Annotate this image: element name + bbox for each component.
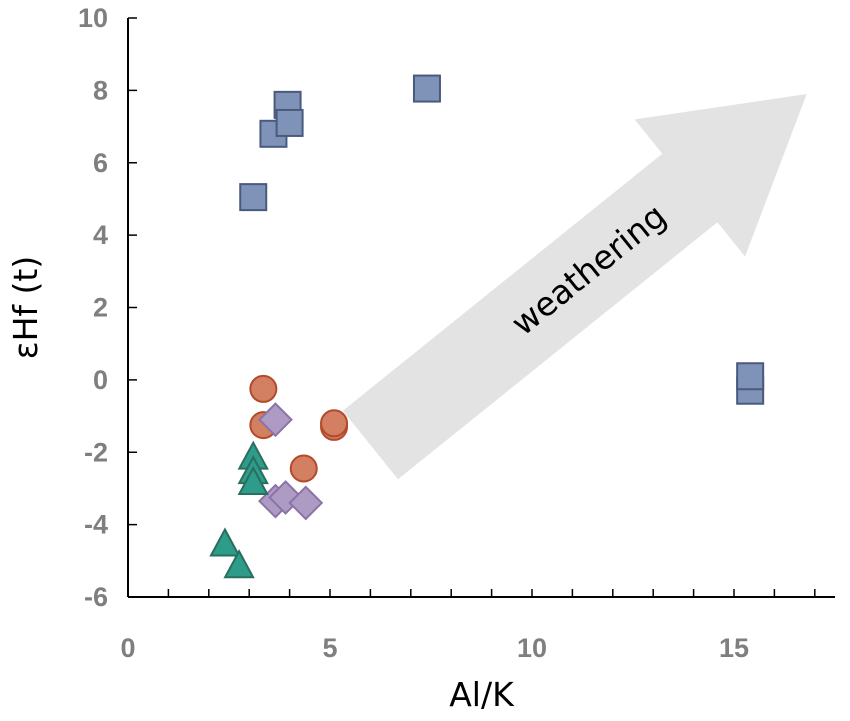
tick-labels: 0 5 10 15 -6 -4 -2 0 2 4 6 8 10: [78, 3, 749, 663]
y-tick-label: 0: [93, 365, 108, 395]
diamond-marker: [288, 485, 324, 521]
y-tick-label: -4: [84, 510, 108, 540]
y-tick-label: 6: [93, 148, 108, 178]
triangle-marker: [237, 465, 269, 496]
y-tick-label: -2: [84, 437, 108, 467]
y-tick-label: 2: [93, 293, 108, 323]
square-marker: [736, 362, 765, 391]
x-tick-label: 10: [517, 633, 547, 663]
y-axis-title: εHf (t): [6, 256, 45, 359]
circle-marker: [289, 454, 318, 483]
y-tick-label: 10: [78, 3, 108, 33]
weathering-arrow: [342, 93, 807, 480]
x-tick-label: 0: [120, 633, 135, 663]
triangle-marker: [223, 549, 255, 579]
circle-marker: [320, 409, 349, 438]
x-axis-title: Al/K: [449, 675, 515, 714]
square-marker: [412, 74, 441, 103]
x-tick-label: 5: [322, 633, 337, 663]
circle-marker: [249, 374, 278, 403]
square-marker: [275, 108, 304, 137]
data-points: [209, 74, 765, 579]
y-tick-label: 4: [93, 220, 108, 250]
square-marker: [239, 183, 268, 212]
y-tick-label: 8: [93, 75, 108, 105]
axes: [127, 17, 835, 598]
x-tick-label: 15: [719, 633, 749, 663]
y-tick-label: -6: [84, 582, 108, 612]
weathering-arrow-layer: weathering: [342, 93, 807, 480]
diamond-marker: [258, 402, 293, 438]
triangle-marker: [209, 527, 241, 557]
